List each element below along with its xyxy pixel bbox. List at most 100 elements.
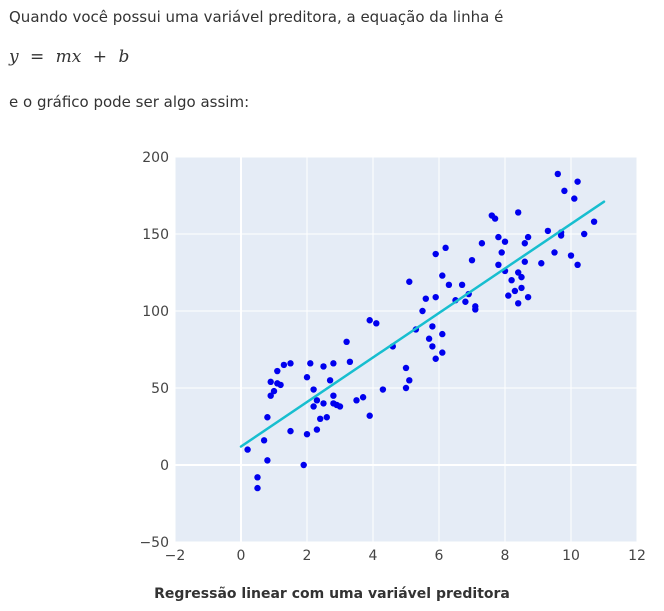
equation-m: m (55, 47, 72, 67)
x-tick-label: 2 (303, 548, 312, 564)
data-point (244, 446, 251, 453)
data-point (330, 392, 337, 399)
data-point (366, 412, 373, 419)
data-point (429, 323, 436, 330)
y-tick-label: 150 (142, 227, 169, 243)
after-text: e o gráfico pode ser algo assim: (9, 93, 250, 111)
data-point (571, 195, 578, 202)
data-point (544, 227, 552, 235)
data-point (505, 292, 512, 299)
data-point (491, 215, 499, 222)
equation-b: b (118, 47, 130, 67)
line-equation: y = mx + b (9, 47, 129, 67)
data-point (561, 187, 568, 195)
data-point (320, 363, 327, 370)
data-point (567, 252, 575, 259)
data-point (554, 170, 561, 178)
data-point (320, 400, 327, 407)
data-point (515, 209, 522, 216)
data-point (524, 233, 532, 241)
x-tick-label: −2 (165, 548, 186, 564)
data-point (419, 307, 426, 315)
equation-plus: + (92, 47, 108, 67)
x-tick-label: 8 (501, 548, 510, 564)
data-point (406, 278, 413, 285)
equation-y: y (9, 47, 19, 67)
data-point (287, 360, 294, 367)
x-tick-label: 6 (435, 548, 444, 564)
data-point (336, 403, 344, 410)
data-point (468, 256, 476, 264)
data-point (359, 394, 367, 401)
data-point (518, 284, 525, 292)
x-tick-label: 12 (628, 548, 646, 564)
data-point (478, 240, 486, 247)
data-point (303, 374, 311, 381)
data-point (307, 360, 314, 367)
data-point (402, 384, 410, 392)
data-point (432, 293, 439, 301)
data-point (462, 298, 469, 305)
data-point (313, 397, 321, 404)
data-point (267, 378, 274, 386)
data-point (406, 377, 413, 384)
data-point (521, 240, 528, 247)
equation-equals: = (30, 47, 45, 67)
data-point (373, 320, 380, 327)
data-point (303, 431, 311, 438)
intro-text: Quando você possui uma variável preditor… (9, 8, 504, 26)
data-point (524, 293, 532, 301)
tick-labels: −2 0 2 4 6 8 10 12 −50 0 50 100 150 200 (139, 150, 645, 564)
data-point (343, 338, 350, 345)
data-point (432, 355, 439, 362)
data-point (313, 426, 321, 433)
data-point (402, 364, 410, 372)
data-point (498, 249, 505, 256)
equation-x: x (71, 47, 82, 67)
data-point (581, 230, 588, 238)
data-point (379, 386, 387, 393)
data-point (274, 367, 281, 375)
data-point (508, 277, 515, 284)
data-point (442, 244, 449, 252)
data-point (264, 414, 271, 421)
data-point (445, 281, 453, 289)
x-tick-label: 10 (562, 548, 580, 564)
data-point (538, 260, 545, 267)
data-point (574, 261, 581, 268)
data-point (260, 437, 268, 444)
y-tick-label: 0 (160, 458, 169, 474)
data-point (310, 403, 317, 410)
y-tick-label: 100 (142, 304, 169, 320)
chart-title: Regressão linear com uma variável predit… (154, 586, 510, 602)
data-point (515, 269, 522, 276)
data-point (521, 258, 528, 265)
data-point (254, 484, 261, 492)
data-point (495, 261, 502, 268)
data-point (323, 414, 330, 421)
data-point (264, 457, 271, 464)
data-point (501, 238, 509, 245)
data-point (317, 415, 324, 422)
y-tick-label: −50 (139, 535, 169, 551)
data-points (244, 170, 598, 492)
data-point (551, 249, 558, 256)
plot-area (175, 157, 637, 542)
regression-line (239, 200, 606, 448)
x-tick-label: 4 (369, 548, 378, 564)
data-point (439, 330, 446, 338)
data-point (270, 387, 278, 395)
data-point (429, 343, 436, 350)
data-point (574, 178, 581, 185)
scatter-chart: −2 0 2 4 6 8 10 12 −50 0 50 100 150 200 (139, 150, 645, 564)
data-point (495, 233, 502, 241)
data-point (267, 392, 274, 399)
data-point (254, 474, 261, 481)
data-point (346, 358, 354, 366)
data-point (515, 300, 522, 307)
x-tick-label: 0 (237, 548, 246, 564)
data-point (425, 335, 433, 342)
data-point (366, 317, 373, 324)
data-point (300, 461, 307, 469)
data-point (326, 377, 334, 384)
